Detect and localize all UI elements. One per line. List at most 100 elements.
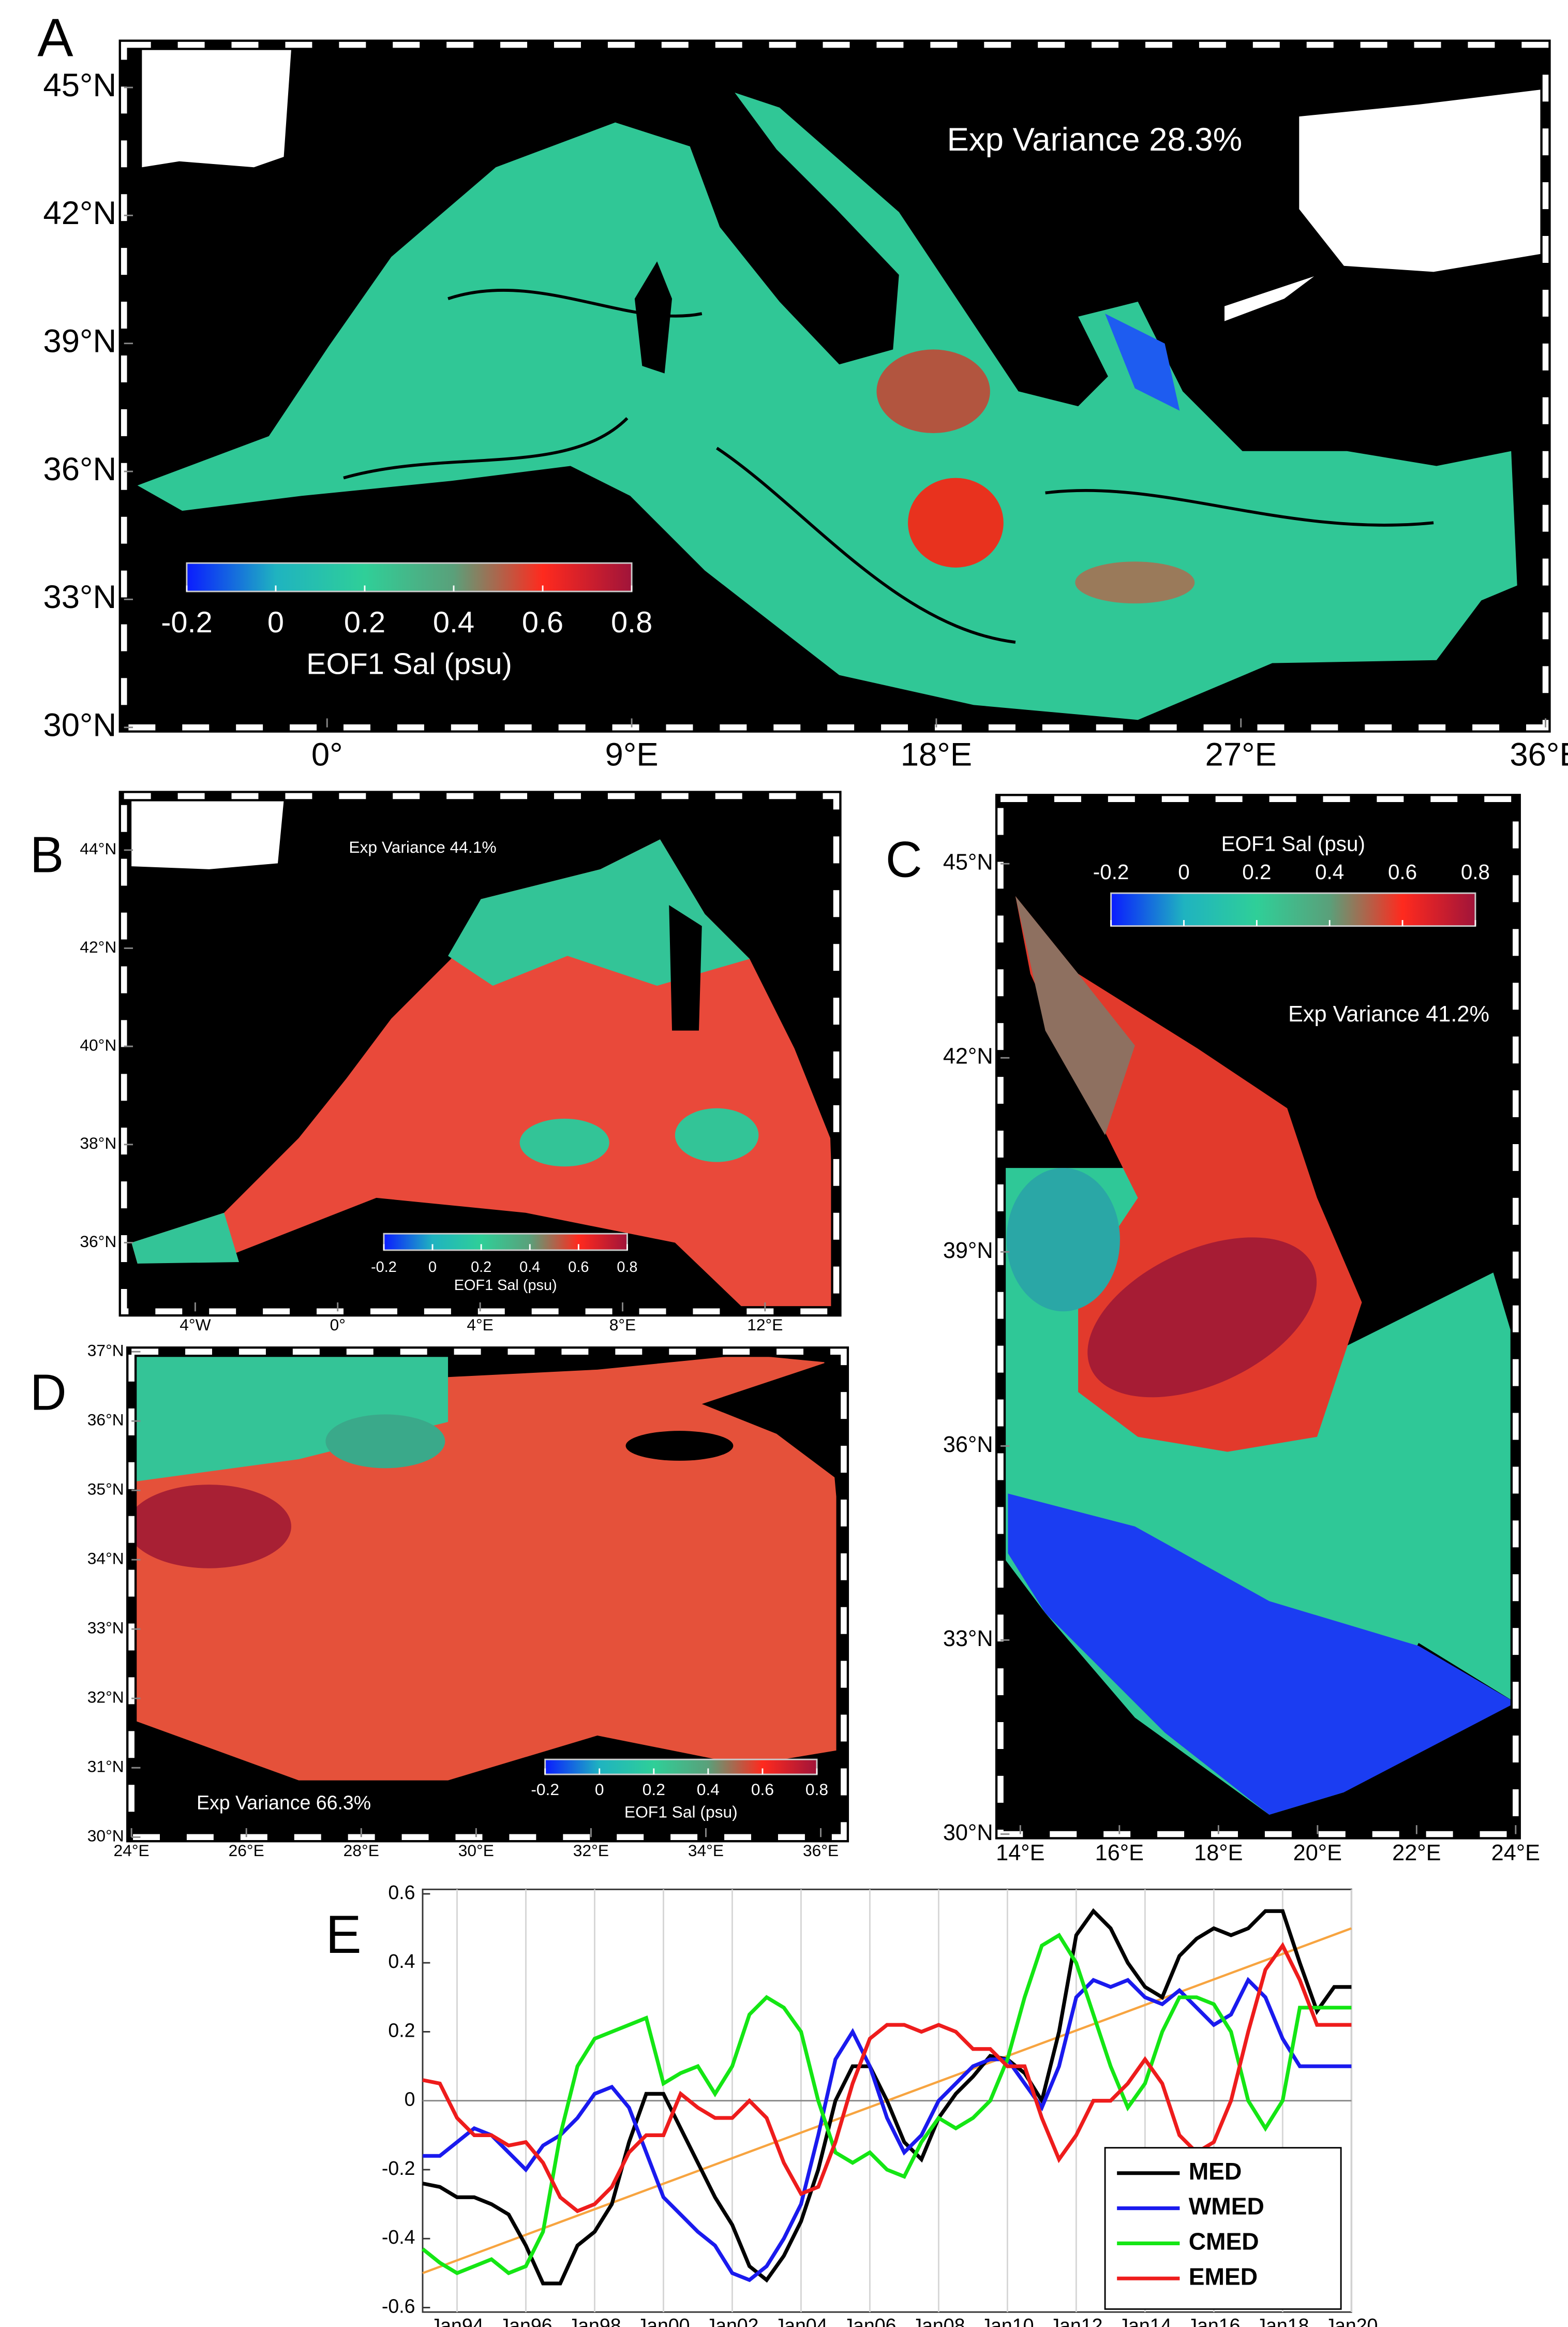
x-tick-label: 0° [330,1315,346,1334]
y-tick-label: 36°N [943,1432,993,1457]
x-tick-label: Jan18 [1256,2315,1309,2327]
colorbar-tick-label: -0.2 [531,1780,559,1799]
x-tick-label: 14°E [996,1841,1044,1865]
colorbar-label: EOF1 Sal (psu) [1221,832,1365,855]
y-tick-label: 36°N [87,1411,124,1429]
map-field-c [1000,799,1516,1834]
y-tick-label: 30°N [87,1827,124,1845]
colorbar-tick-label: 0.2 [643,1780,665,1799]
panel-label: D [30,1364,67,1421]
y-tick-label: 34°N [87,1549,124,1568]
annotation: Exp Variance 44.1% [349,838,496,856]
colorbar-tick-label: 0 [267,606,284,639]
colorbar-tick-label: 0.4 [519,1259,540,1276]
y-tick-label: 36°N [43,451,116,487]
panel-label: E [325,1905,361,1965]
y-tick-label: 37°N [87,1341,124,1360]
y-tick-label: 42°N [80,938,116,956]
y-tick-label: 40°N [80,1036,116,1055]
y-tick-label: 32°N [87,1688,124,1707]
colorbar [544,1758,818,1775]
y-tick-label: 45°N [943,850,993,875]
colorbar-tick-label: -0.2 [1093,860,1129,884]
x-tick-label: 32°E [573,1841,609,1860]
x-tick-label: 22°E [1392,1841,1441,1865]
y-tick-label: 39°N [43,323,116,359]
y-tick-label: 0.2 [388,2019,415,2041]
x-tick-label: 20°E [1293,1841,1342,1865]
colorbar-tick-label: 0.2 [471,1259,491,1276]
colorbar-tick-label: -0.2 [161,606,212,639]
x-tick-label: 18°E [1194,1841,1243,1865]
panel-label: B [30,826,64,883]
colorbar-tick-label: 0 [1178,860,1189,884]
x-tick-label: 36°E [1510,737,1568,773]
x-tick-label: 28°E [344,1841,379,1860]
colorbar-tick-label: 0 [428,1259,437,1276]
y-tick-label: 33°N [43,579,116,615]
y-tick-label: 36°N [80,1232,116,1251]
y-tick-label: -0.2 [382,2157,415,2179]
x-tick-label: 27°E [1205,737,1277,773]
y-tick-label: 42°N [943,1044,993,1069]
colorbar-tick-label: 0.4 [1315,860,1344,884]
y-tick-label: 31°N [87,1757,124,1776]
colorbar-tick-label: 0.8 [617,1259,637,1276]
colorbar-tick-label: 0.6 [522,606,563,639]
y-tick-label: 33°N [87,1619,124,1637]
y-tick-label: 45°N [43,67,116,103]
series-line [422,1908,1352,2286]
x-tick-label: 24°E [114,1841,150,1860]
x-tick-label: 18°E [901,737,972,773]
x-tick-label: 34°E [688,1841,724,1860]
colorbar-label: EOF1 Sal (psu) [624,1802,738,1821]
map-frame-dashes [121,41,1549,731]
annotation: Exp Variance 66.3% [197,1792,371,1814]
colorbar-tick-label: 0.6 [568,1259,589,1276]
legend-label: EMED [1189,2263,1258,2290]
colorbar-tick-label: 0 [595,1780,604,1799]
x-tick-label: Jan10 [981,2315,1034,2327]
annotation: Exp Variance 28.3% [947,122,1243,158]
map-frame-dashes [128,1348,847,1841]
map-field-d [127,1352,844,1837]
y-tick-label: 0 [405,2088,415,2110]
colorbar [186,562,633,592]
colorbar-tick-label: 0.8 [1461,860,1490,884]
colorbar [383,1233,628,1251]
x-tick-label: 24°E [1491,1841,1540,1865]
x-tick-label: Jan06 [843,2315,896,2327]
y-tick-label: 30°N [943,1820,993,1845]
colorbar-tick-label: 0.2 [344,606,385,639]
y-tick-label: 44°N [80,839,116,858]
y-tick-label: 33°N [943,1626,993,1651]
x-tick-label: 8°E [609,1315,636,1334]
x-tick-label: 26°E [229,1841,264,1860]
x-tick-label: Jan98 [568,2315,621,2327]
x-tick-label: 9°E [605,737,659,773]
y-tick-label: -0.4 [382,2226,415,2248]
x-tick-label: 16°E [1095,1841,1144,1865]
legend-label: MED [1189,2158,1242,2185]
x-tick-label: Jan02 [706,2315,758,2327]
y-tick-label: 0.4 [388,1950,415,1972]
colorbar-label: EOF1 Sal (psu) [306,648,512,681]
y-tick-label: 0.6 [388,1881,415,1903]
map-field-b [124,796,837,1312]
legend-label: WMED [1189,2193,1264,2220]
colorbar-label: EOF1 Sal (psu) [454,1277,557,1294]
x-tick-label: Jan12 [1050,2315,1102,2327]
map-frame-dashes [997,796,1519,1837]
series-line [422,1977,1352,2282]
y-tick-label: 42°N [43,195,116,231]
x-tick-label: Jan04 [774,2315,827,2327]
colorbar-tick-label: 0.2 [1242,860,1271,884]
y-tick-label: 35°N [87,1480,124,1499]
legend-label: CMED [1189,2228,1259,2255]
x-tick-label: 30°E [458,1841,494,1860]
y-tick-label: 38°N [80,1134,116,1152]
x-tick-label: Jan20 [1325,2315,1378,2327]
panel-label: A [37,8,73,68]
